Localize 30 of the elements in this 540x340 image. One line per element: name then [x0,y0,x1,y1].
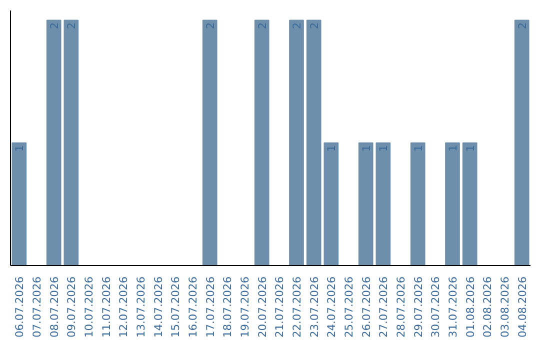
x-tick-label: 04.08.2026 [516,276,529,338]
x-tick-label: 28.07.2026 [394,276,408,338]
x-tick-label: 27.07.2026 [377,276,390,338]
x-tick-label: 31.07.2026 [446,276,460,338]
x-tick-label: 06.07.2026 [13,276,26,338]
x-tick-label: 19.07.2026 [238,276,252,338]
x-tick-label: 10.07.2026 [82,276,96,338]
x-tick-label: 03.08.2026 [498,276,512,338]
x-tick-label: 12.07.2026 [117,276,130,338]
x-tick-label: 07.07.2026 [30,276,44,338]
x-tick-label: 30.07.2026 [429,276,442,338]
x-tick-label: 22.07.2026 [290,276,304,338]
x-tick-label: 21.07.2026 [273,276,286,338]
x-tick-label: 11.07.2026 [100,276,113,338]
x-tick-label: 14.07.2026 [152,276,165,338]
x-tick-label: 29.07.2026 [412,276,425,338]
x-tick-label: 20.07.2026 [256,276,269,338]
x-tick-label: 17.07.2026 [204,276,217,338]
x-tick-label: 18.07.2026 [221,276,234,338]
x-tick-label: 13.07.2026 [134,276,148,338]
x-tick-label: 08.07.2026 [48,276,61,338]
x-tick-label: 26.07.2026 [360,276,373,338]
x-tick-label: 09.07.2026 [65,276,78,338]
x-tick-label: 24.07.2026 [325,276,338,338]
x-tick-label: 16.07.2026 [186,276,200,338]
x-tick-label: 01.08.2026 [464,276,477,338]
x-tick-label: 25.07.2026 [342,276,356,338]
x-tick-label: 23.07.2026 [308,276,321,338]
x-tick-label: 15.07.2026 [169,276,182,338]
x-tick-label: 02.08.2026 [481,276,494,338]
